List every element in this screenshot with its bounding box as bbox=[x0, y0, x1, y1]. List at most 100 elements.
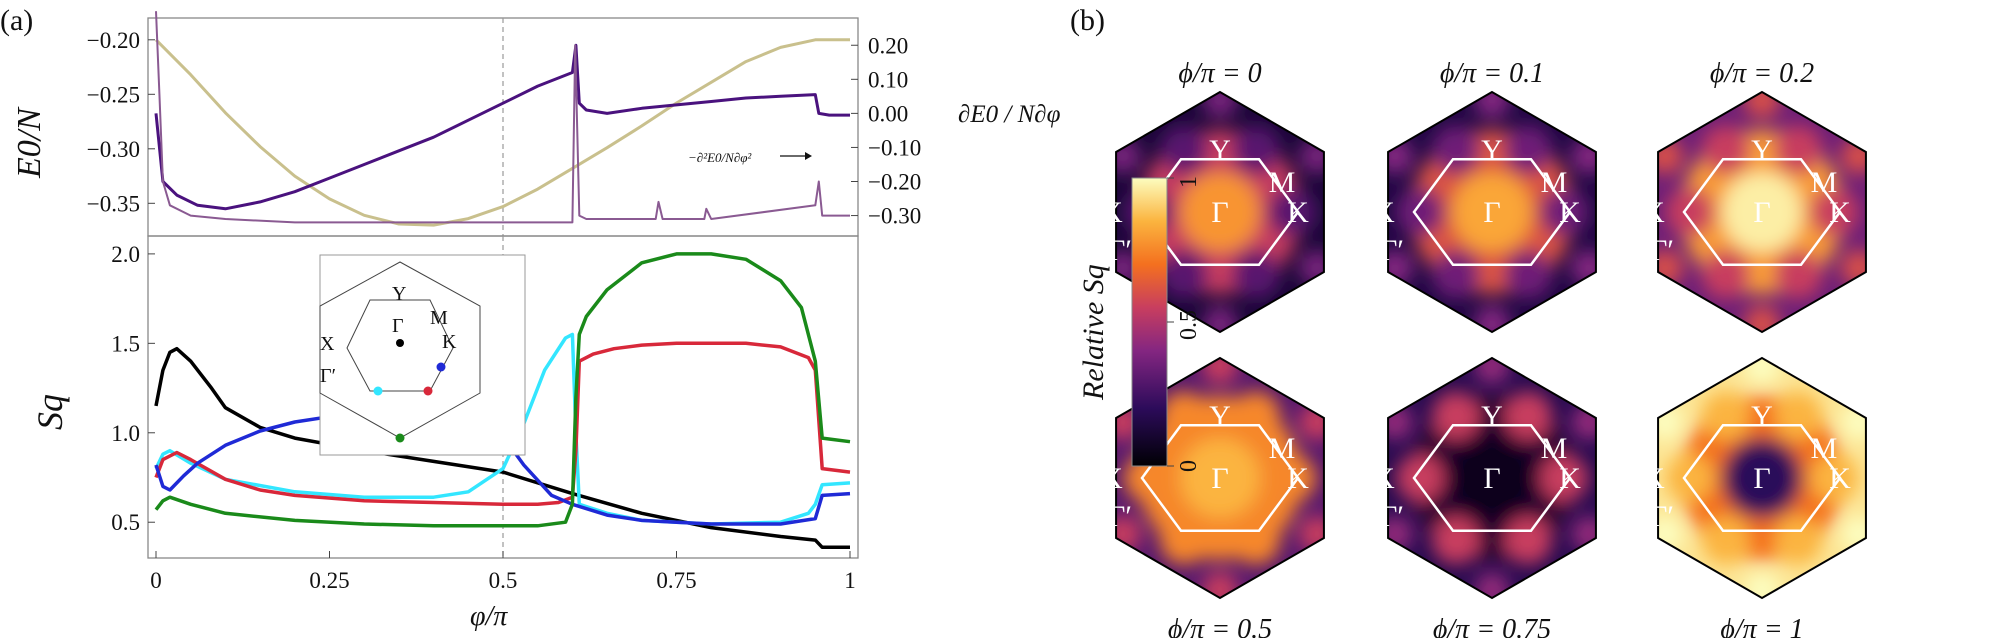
map-center bbox=[1180, 438, 1260, 518]
sq-x-tick-label: 0.25 bbox=[309, 568, 349, 593]
brillouin-inset: Y M X K Γ Γ′ bbox=[319, 254, 526, 456]
map-edge-blob bbox=[1744, 92, 1780, 118]
energy-series-2 bbox=[155, 11, 850, 224]
map-kpoint-blob bbox=[1666, 454, 1714, 502]
map-edge-blob bbox=[1840, 138, 1866, 174]
map-center bbox=[1452, 438, 1532, 518]
map-center bbox=[1722, 438, 1802, 518]
map-m-label: M bbox=[1541, 432, 1568, 465]
map-kpoint-blob bbox=[1540, 454, 1588, 502]
map-gamma-label: Γ bbox=[1211, 196, 1228, 229]
map-m-label: M bbox=[1811, 432, 1838, 465]
map-kpoint-blob bbox=[1774, 125, 1822, 174]
sq-x-tick-label: 0.75 bbox=[656, 568, 696, 593]
map-edge-blob bbox=[1388, 138, 1414, 174]
map-edge-blob bbox=[1840, 516, 1866, 552]
inset-x-label: X bbox=[320, 333, 335, 355]
map-edge-blob bbox=[1474, 572, 1510, 598]
left-tick-label: −0.30 bbox=[87, 137, 140, 162]
map-k-label: K bbox=[1559, 196, 1581, 229]
map-edge-blob bbox=[1570, 516, 1596, 552]
map-m-label: M bbox=[1811, 166, 1838, 199]
map-kpoint-blob bbox=[1540, 188, 1588, 236]
energy-chart: −0.20 −0.25 −0.30 −0.35 0.20 0.10 0.00 −0.10 −0.… bbox=[11, 11, 1061, 237]
map-edge-blob bbox=[1388, 404, 1414, 440]
map-m-label: M bbox=[1541, 166, 1568, 199]
map-edge-blob bbox=[1474, 92, 1510, 118]
map-outer-hexagon bbox=[1387, 356, 1597, 600]
sq-y-tick-label: 1.5 bbox=[111, 331, 140, 356]
map-outer-hexagon bbox=[1657, 90, 1867, 334]
map-center bbox=[1722, 172, 1802, 252]
map-gamma-prime-label: Γ′ bbox=[1108, 234, 1132, 267]
map-edge-blob bbox=[1658, 404, 1684, 440]
map-kpoint-blob bbox=[1432, 391, 1480, 440]
inset-m-label: M bbox=[430, 307, 448, 329]
map-kpoint-blob bbox=[1160, 391, 1208, 440]
map-kpoint-blob bbox=[1232, 391, 1280, 440]
colorbar-title: Relative Sq bbox=[1077, 264, 1110, 401]
map-y-label: Y bbox=[1751, 400, 1773, 433]
map-gamma-label: Γ bbox=[1753, 462, 1770, 495]
map-edge-blob bbox=[1744, 358, 1780, 384]
sq-y-tick-label: 1.0 bbox=[111, 421, 140, 446]
colorbar-min: 0 bbox=[1176, 460, 1202, 472]
left-tick-label: −0.20 bbox=[87, 28, 140, 53]
map-edge-blob bbox=[1474, 306, 1510, 332]
sq-y-tick-label: 2.0 bbox=[111, 242, 140, 267]
map-kpoint-blob bbox=[1268, 454, 1316, 502]
map-title: ϕ/π = 0.75 bbox=[1433, 614, 1551, 638]
right-tick-label: −0.20 bbox=[868, 170, 921, 195]
colorbar-gradient bbox=[1131, 177, 1168, 467]
map-kpoint-blob bbox=[1666, 188, 1714, 236]
map-kpoint-blob bbox=[1504, 516, 1552, 565]
k-point bbox=[436, 362, 446, 372]
left-tick-label: −0.35 bbox=[87, 191, 140, 216]
map-gamma-prime-label: Γ′ bbox=[1650, 234, 1674, 267]
map-k-label: K bbox=[1559, 462, 1581, 495]
panel-b-label: (b) bbox=[1070, 4, 1105, 37]
map-kpoint-blob bbox=[1504, 250, 1552, 299]
sq-x-tick-label: 0 bbox=[150, 568, 162, 593]
map-x-label: X bbox=[1101, 462, 1123, 495]
map-title: ϕ/π = 0.1 bbox=[1440, 58, 1544, 89]
map-kpoint-blob bbox=[1810, 454, 1858, 502]
energy-derivative-label: ∂E0 / N∂φ bbox=[958, 101, 1061, 128]
sq-x-tick-label: 0.5 bbox=[489, 568, 518, 593]
y-bottom-point bbox=[395, 433, 405, 443]
right-tick-label: −0.10 bbox=[868, 135, 921, 160]
map-inner-hexagon bbox=[1412, 424, 1572, 532]
map-edge-blob bbox=[1202, 358, 1238, 384]
map-edge-blob bbox=[1298, 138, 1324, 174]
energy-ylabel: E0/N bbox=[11, 106, 48, 179]
energy-series-0 bbox=[154, 38, 850, 227]
map-gamma-label: Γ bbox=[1211, 462, 1228, 495]
map-kpoint-blob bbox=[1232, 516, 1280, 565]
map-gamma-label: Γ bbox=[1483, 462, 1500, 495]
map-center bbox=[1452, 172, 1532, 252]
map-title: ϕ/π = 0.5 bbox=[1168, 614, 1272, 638]
inset-y-label: Y bbox=[392, 283, 406, 305]
colorbar-max: 1 bbox=[1176, 176, 1202, 188]
map-edge-blob bbox=[1658, 138, 1684, 174]
map-edge-blob bbox=[1840, 404, 1866, 440]
map-k-label: K bbox=[1287, 462, 1309, 495]
map-outer-hexagon bbox=[1115, 90, 1325, 334]
map-x-label: X bbox=[1101, 196, 1123, 229]
map-kpoint-blob bbox=[1702, 516, 1750, 565]
map-kpoint-blob bbox=[1232, 250, 1280, 299]
sq-ylabel: Sq bbox=[30, 394, 70, 430]
right-tick-label: 0.20 bbox=[868, 33, 908, 58]
map-y-label: Y bbox=[1481, 134, 1503, 167]
map-outer-hexagon bbox=[1657, 356, 1867, 600]
sq-map-2: Y M X K Γ Γ′ ϕ/π = 0.2 bbox=[1643, 58, 1867, 334]
map-m-label: M bbox=[1269, 166, 1296, 199]
map-kpoint-blob bbox=[1396, 188, 1444, 236]
map-edge-blob bbox=[1840, 250, 1866, 286]
structure-factor-maps: Y M X K Γ Γ′ ϕ/π = 0 Y M X K Γ Γ′ ϕ/π = 0.1 Y M X K Γ Γ′ ϕ/π… bbox=[1077, 58, 1867, 638]
sq-series-4 bbox=[154, 252, 851, 528]
map-kpoint-blob bbox=[1432, 516, 1480, 565]
map-kpoint-blob bbox=[1268, 188, 1316, 236]
map-edge-blob bbox=[1298, 250, 1324, 286]
